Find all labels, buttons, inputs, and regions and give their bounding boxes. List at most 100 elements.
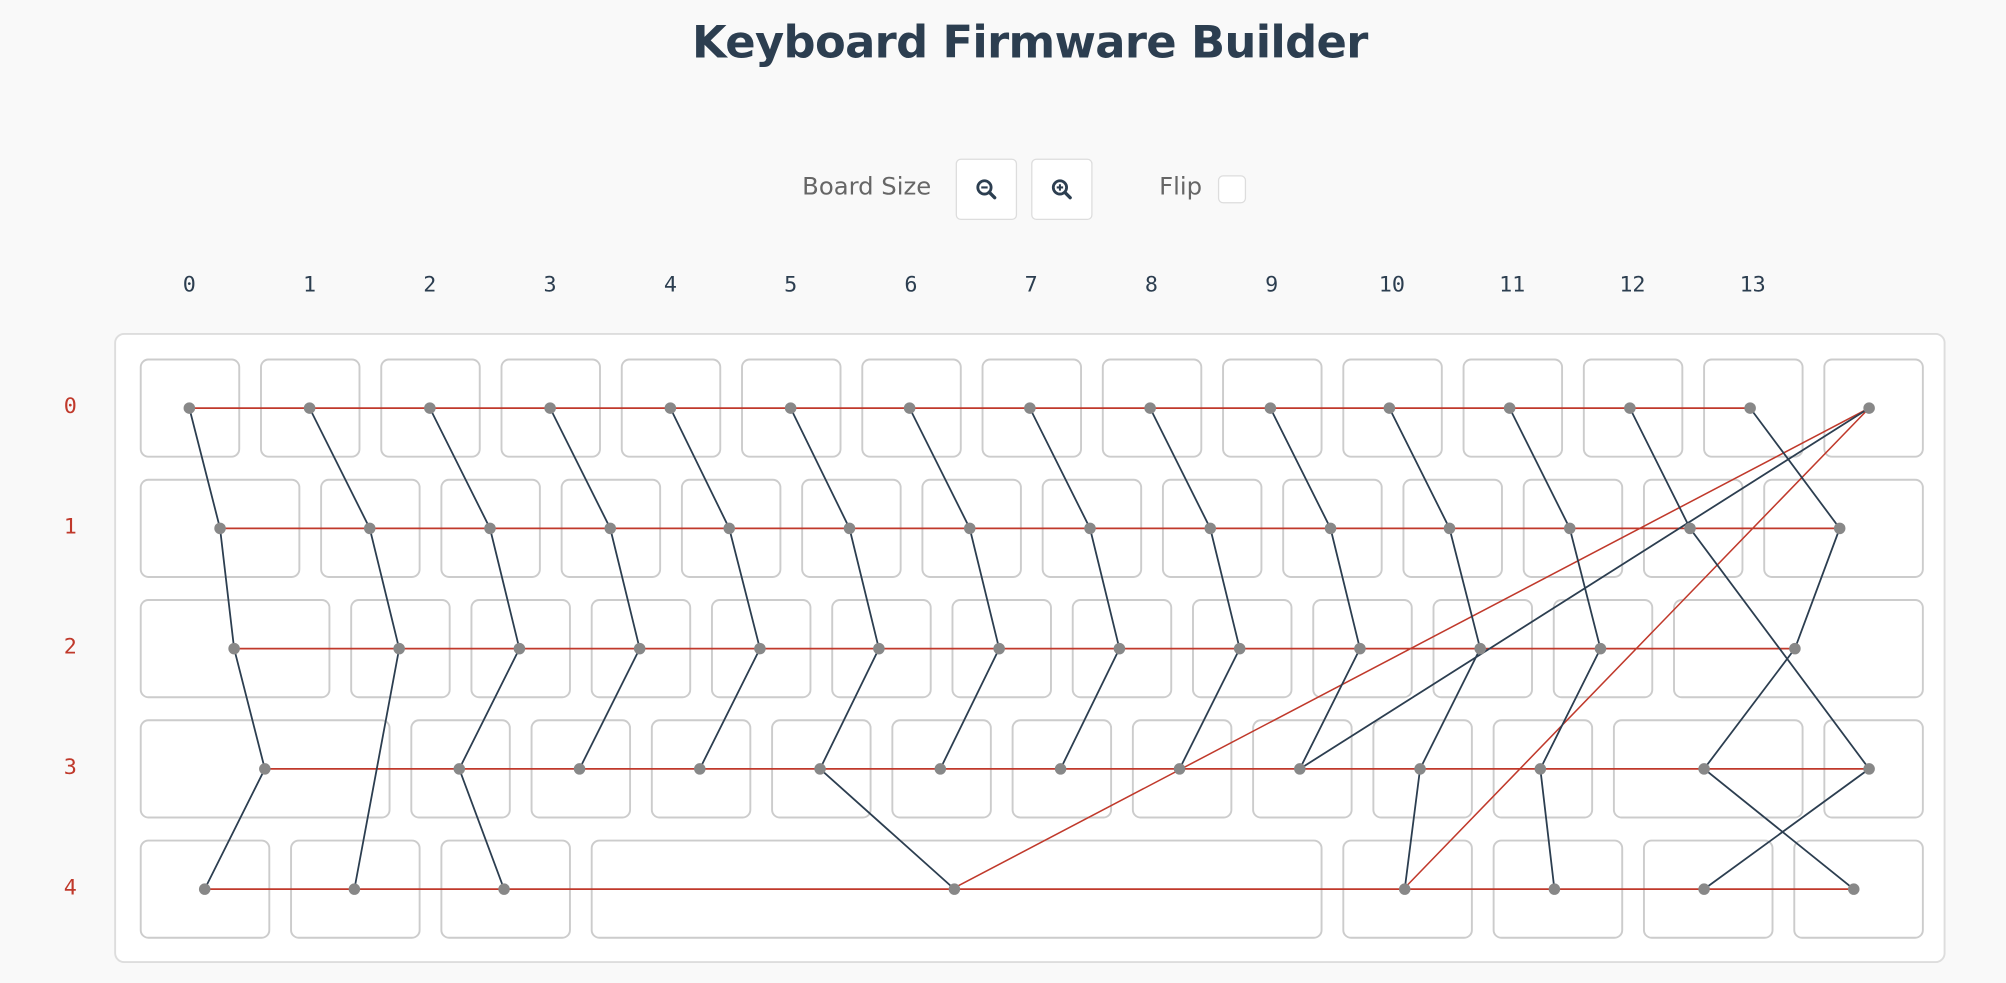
column-label: 10 <box>1378 272 1406 299</box>
switch-node <box>544 402 556 414</box>
switch-node <box>993 642 1005 655</box>
switch-node <box>1233 642 1246 655</box>
switch-node <box>513 642 526 655</box>
switch-node <box>1294 763 1306 775</box>
switch-node <box>1563 522 1576 535</box>
flip-checkbox[interactable] <box>1217 175 1247 204</box>
column-wire <box>1149 407 1241 770</box>
switch-node <box>424 402 436 414</box>
column-wire <box>1629 407 1871 890</box>
switch-node <box>1024 402 1036 414</box>
column-label: 13 <box>1739 272 1766 299</box>
switch-node <box>214 522 226 535</box>
switch-node <box>303 402 316 414</box>
column-label: 0 <box>182 272 196 299</box>
column-label: 3 <box>543 272 557 299</box>
switch-node <box>948 883 961 895</box>
switch-node <box>1744 402 1756 414</box>
page-title: Keyboard Firmware Builder <box>691 17 1368 70</box>
switch-node <box>694 763 706 775</box>
switch-node <box>1833 522 1846 535</box>
switch-node <box>1398 883 1411 895</box>
column-wire <box>549 407 641 770</box>
board-size-label: Board Size <box>802 172 932 201</box>
zoom-in-icon <box>1051 179 1072 200</box>
column-label: 7 <box>1024 272 1038 299</box>
flip-label: Flip <box>1159 172 1202 201</box>
zoom-out-button[interactable] <box>955 158 1018 221</box>
switch-node <box>1789 642 1801 655</box>
row-wire <box>1404 407 1870 889</box>
switch-node <box>498 883 510 895</box>
switch-node <box>363 522 376 535</box>
switch-node <box>1173 763 1186 775</box>
row-label: 4 <box>63 875 77 901</box>
switch-node <box>1443 522 1456 535</box>
row-label: 3 <box>63 754 77 781</box>
switch-node <box>963 522 976 535</box>
switch-node <box>1698 763 1710 775</box>
switch-node <box>453 763 466 775</box>
switch-node <box>814 763 826 775</box>
column-label: 8 <box>1144 272 1158 299</box>
row-label: 0 <box>63 394 77 420</box>
column-wire <box>669 407 761 770</box>
switch-node <box>1548 883 1561 895</box>
switch-node <box>633 642 646 655</box>
switch-node <box>1863 763 1875 775</box>
row-label: 2 <box>63 634 77 661</box>
row-label: 1 <box>63 514 77 540</box>
switch-node <box>903 402 916 414</box>
zoom-out-icon <box>976 179 997 200</box>
switch-node <box>1863 402 1875 414</box>
switch-node <box>664 402 677 414</box>
column-label: 6 <box>904 272 918 299</box>
column-wire <box>1029 407 1121 770</box>
column-label: 1 <box>303 272 317 299</box>
switch-node <box>1534 763 1547 775</box>
switch-node <box>1084 522 1096 535</box>
switch-node <box>1698 883 1710 895</box>
switch-node <box>873 642 885 655</box>
switch-node <box>843 522 856 535</box>
switch-node <box>259 763 271 775</box>
switch-node <box>1113 642 1126 655</box>
switch-node <box>1354 642 1366 655</box>
switch-node <box>723 522 735 535</box>
column-wire <box>908 407 1001 770</box>
switch-node <box>393 642 405 655</box>
switch-node <box>1624 402 1636 414</box>
switch-node <box>1503 402 1516 414</box>
row-wire <box>954 407 1870 889</box>
switch-node <box>228 642 240 655</box>
switch-node <box>784 402 797 414</box>
zoom-in-button[interactable] <box>1031 158 1093 221</box>
column-label: 4 <box>663 272 677 299</box>
switch-node <box>183 402 196 414</box>
switch-node <box>754 642 766 655</box>
switch-node <box>1594 642 1607 655</box>
switch-node <box>1054 763 1067 775</box>
switch-node <box>1684 522 1696 535</box>
switch-node <box>1848 883 1860 895</box>
switch-node <box>1144 402 1156 414</box>
column-label: 12 <box>1619 272 1646 299</box>
switch-node <box>934 763 947 775</box>
switch-node <box>348 883 361 895</box>
switch-node <box>1383 402 1396 414</box>
switch-node <box>1474 642 1486 655</box>
switch-node <box>573 763 586 775</box>
switch-node <box>604 522 617 535</box>
switch-node <box>1324 522 1337 535</box>
switch-node <box>1414 763 1426 775</box>
switch-node <box>1264 402 1277 414</box>
switch-node <box>484 522 496 535</box>
column-label: 11 <box>1499 272 1526 299</box>
switch-node <box>198 883 211 895</box>
column-label: 2 <box>423 272 437 299</box>
switch-node <box>1204 522 1217 535</box>
column-label: 5 <box>784 272 798 299</box>
column-label: 9 <box>1265 272 1279 299</box>
